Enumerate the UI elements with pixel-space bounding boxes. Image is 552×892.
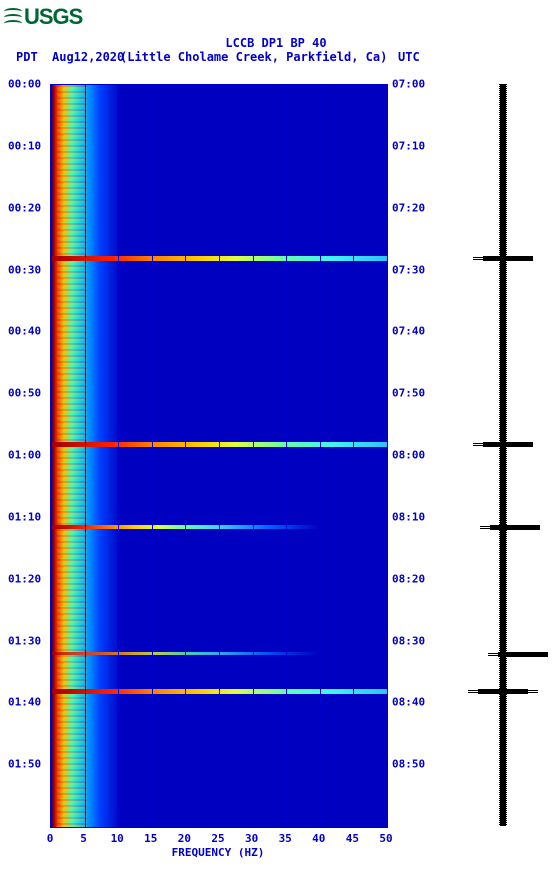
x-gridline — [320, 85, 321, 827]
timezone-left: PDT — [16, 50, 38, 64]
x-tick-label: 30 — [245, 832, 258, 845]
x-gridline — [219, 85, 220, 827]
title-line-1: LCCB DP1 BP 40 — [0, 36, 552, 50]
y-right-tick-label: 07:30 — [392, 263, 425, 276]
x-tick-label: 50 — [379, 832, 392, 845]
y-left-tick-label: 01:50 — [8, 758, 41, 771]
seismo-event-spike — [473, 259, 533, 260]
noise-texture — [57, 85, 87, 827]
spectrogram-plot — [50, 84, 388, 828]
y-left-tick-label: 00:00 — [8, 78, 41, 91]
y-right-tick-label: 07:10 — [392, 139, 425, 152]
date-label: Aug12,2020 — [52, 50, 124, 64]
x-gridline — [387, 85, 388, 827]
y-right-tick-label: 08:50 — [392, 758, 425, 771]
y-right-tick-label: 08:30 — [392, 634, 425, 647]
y-left-tick-label: 00:20 — [8, 201, 41, 214]
logo-waves-icon — [4, 8, 22, 26]
y-left-tick-label: 01:40 — [8, 696, 41, 709]
y-right-tick-label: 07:40 — [392, 325, 425, 338]
y-left-tick-label: 00:40 — [8, 325, 41, 338]
seismogram-trace — [468, 84, 538, 826]
seismo-event-spike — [468, 692, 538, 693]
chart-title: LCCB DP1 BP 40 — [0, 36, 552, 50]
y-left-tick-label: 01:10 — [8, 510, 41, 523]
x-gridline — [286, 85, 287, 827]
x-tick-label: 0 — [47, 832, 54, 845]
x-tick-label: 35 — [279, 832, 292, 845]
y-right-tick-label: 08:10 — [392, 510, 425, 523]
x-tick-label: 10 — [111, 832, 124, 845]
x-gridline — [253, 85, 254, 827]
x-tick-label: 45 — [346, 832, 359, 845]
x-tick-label: 15 — [144, 832, 157, 845]
usgs-logo: USGS — [4, 4, 82, 30]
x-gridline — [353, 85, 354, 827]
y-left-tick-label: 00:10 — [8, 139, 41, 152]
y-left-tick-label: 01:00 — [8, 449, 41, 462]
x-gridline — [118, 85, 119, 827]
x-axis-label: FREQUENCY (HZ) — [50, 846, 386, 859]
x-gridline — [51, 85, 52, 827]
y-right-tick-label: 08:40 — [392, 696, 425, 709]
seismo-event-spike — [488, 655, 518, 656]
x-gridline — [185, 85, 186, 827]
x-tick-label: 5 — [80, 832, 87, 845]
title-line-2: (Little Cholame Creek, Parkfield, Ca) — [120, 50, 387, 64]
y-left-tick-label: 00:30 — [8, 263, 41, 276]
y-right-tick-label: 07:20 — [392, 201, 425, 214]
logo-text: USGS — [24, 4, 82, 30]
y-right-tick-label: 07:00 — [392, 78, 425, 91]
x-tick-label: 25 — [211, 832, 224, 845]
x-gridline — [152, 85, 153, 827]
x-tick-label: 20 — [178, 832, 191, 845]
seismo-event-spike — [480, 528, 526, 529]
x-tick-label: 40 — [312, 832, 325, 845]
seismo-noise — [499, 84, 507, 826]
x-gridline — [85, 85, 86, 827]
y-left-tick-label: 00:50 — [8, 387, 41, 400]
y-left-tick-label: 01:20 — [8, 572, 41, 585]
y-right-tick-label: 08:20 — [392, 572, 425, 585]
timezone-right: UTC — [398, 50, 420, 64]
y-right-tick-label: 08:00 — [392, 449, 425, 462]
y-right-tick-label: 07:50 — [392, 387, 425, 400]
y-left-tick-label: 01:30 — [8, 634, 41, 647]
seismo-event-spike — [473, 445, 533, 446]
